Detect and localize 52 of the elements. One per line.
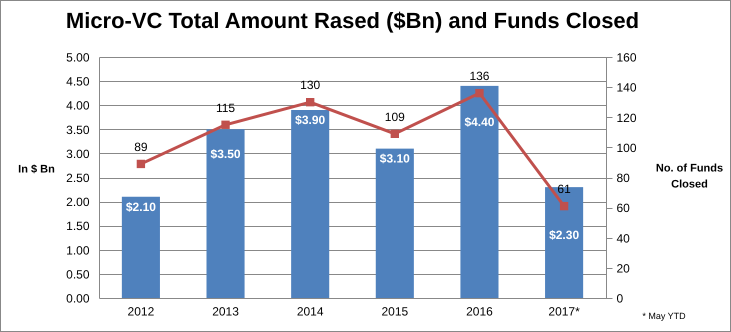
y2-tick-label: 40 <box>616 231 630 246</box>
point <box>390 130 400 138</box>
y-tick-label: 5.00 <box>66 50 90 64</box>
y-tick-label: 4.00 <box>66 98 90 113</box>
x-tick-label: 2012 <box>128 304 155 318</box>
y2-tick-label: 140 <box>616 80 637 95</box>
point <box>475 88 484 98</box>
y2-tick-label: 160 <box>616 50 637 64</box>
data-label: 115 <box>216 100 236 115</box>
data-label: $2.30 <box>549 228 580 242</box>
y-tick-label: 0.50 <box>66 267 90 282</box>
y2-tick-label: 120 <box>616 110 637 125</box>
x-tick-label: 2016 <box>466 304 494 318</box>
point <box>306 98 314 106</box>
x-tick-label: 2015 <box>381 304 408 318</box>
y-tick-label: 2.50 <box>66 171 90 185</box>
data-label: $3.50 <box>210 146 241 161</box>
y2-tick-label: 80 <box>616 171 630 185</box>
x-tick-label: 2017* <box>548 304 580 318</box>
y2-tick-label: 20 <box>616 261 630 276</box>
data-label: $2.10 <box>126 200 156 214</box>
y2-tick-label: 0 <box>616 292 624 306</box>
data-label: 130 <box>300 78 321 92</box>
y-tick-label: 1.00 <box>66 243 90 258</box>
point <box>560 202 568 210</box>
bar <box>460 86 499 298</box>
y2-tick-label: 100 <box>616 140 637 155</box>
data-label: $3.10 <box>380 152 410 166</box>
bar <box>122 196 160 298</box>
data-label: 109 <box>384 110 406 124</box>
bar <box>206 129 245 298</box>
bar <box>291 110 330 298</box>
data-label: 89 <box>134 140 148 154</box>
y-tick-label: 1.50 <box>66 219 90 234</box>
y-tick-label: 3.00 <box>66 146 90 161</box>
data-label: $3.90 <box>295 113 326 128</box>
y-tick-label: 3.50 <box>66 122 90 137</box>
y-tick-label: 2.00 <box>66 195 90 210</box>
x-tick-label: 2014 <box>296 304 324 318</box>
y2-tick-label: 60 <box>616 201 630 216</box>
data-label: $4.40 <box>464 115 495 130</box>
point <box>136 160 146 168</box>
y-tick-label: 4.50 <box>66 74 90 89</box>
chart-title: Micro-VC Total Amount Rased ($Bn) and Funds Closed <box>66 8 640 33</box>
bar <box>376 148 414 298</box>
point <box>221 120 230 129</box>
x-tick-label: 2013 <box>212 304 240 318</box>
data-label: 136 <box>469 69 490 84</box>
y-axis-title: In $ Bn <box>18 164 56 176</box>
y-tick-label: 0.00 <box>66 292 90 306</box>
y2-axis-title: No. of Funds Closed <box>656 162 724 190</box>
text: * May YTD <box>642 311 686 321</box>
